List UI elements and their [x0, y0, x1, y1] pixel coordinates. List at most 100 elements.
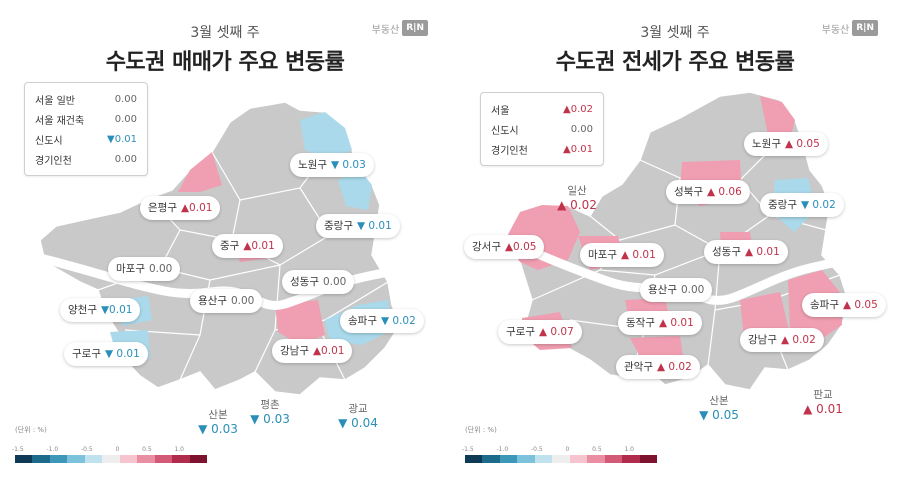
district-label-mapo: 마포구 0.00 — [108, 257, 181, 281]
legend-swatch — [534, 455, 553, 463]
legend-tick: -1.0 — [46, 446, 59, 453]
chart-title: 수도권 매매가 주요 변동률 — [105, 50, 345, 75]
summary-row: 신도시 ▼0.01 — [35, 129, 137, 149]
week-subtitle: 3월 셋째 주 — [640, 25, 710, 41]
brand-logo: 부동산 R|N — [372, 20, 428, 36]
legend-swatch — [172, 455, 190, 463]
legend-swatch — [32, 455, 50, 463]
summary-value: ▲0.01 — [563, 143, 593, 155]
region-jungnang — [338, 170, 372, 210]
legend-unit: (단위 : %) — [15, 425, 47, 434]
district-label-guro: 구로구 ▲ 0.07 — [498, 320, 582, 344]
region-nowon — [760, 96, 795, 140]
district-label-gwanak: 관악구 ▲ 0.02 — [616, 355, 700, 379]
legend-swatch — [482, 455, 500, 463]
region-eunpyeong — [178, 152, 222, 192]
legend-swatch — [67, 455, 85, 463]
legend-tick: 1.0 — [174, 446, 184, 453]
legend-ticks: -1.5 -1.0 -0.5 0 0.5 1.0 — [462, 446, 634, 453]
legend-swatch — [15, 455, 33, 463]
outer-label-pyeongchon: 평촌 ▼ 0.03 — [250, 399, 290, 426]
summary-label: 경기인천 — [35, 155, 72, 167]
chart-title: 수도권 전세가 주요 변동률 — [555, 50, 795, 75]
legend-bar — [15, 455, 207, 463]
legend-tick: -0.5 — [81, 446, 93, 453]
legend-tick: 0.5 — [592, 446, 602, 453]
district-label-yongsan: 용산구 0.00 — [640, 278, 713, 302]
legend-swatch — [552, 455, 570, 463]
district-label-jungnang: 중랑구 ▼ 0.02 — [760, 193, 844, 217]
legend-tick: -1.5 — [462, 446, 474, 453]
outer-label-sanbon: 산본 ▼ 0.05 — [699, 395, 739, 422]
outer-label-pangyo: 판교 ▲ 0.01 — [803, 389, 843, 416]
summary-value: ▼0.01 — [107, 133, 137, 145]
summary-label: 신도시 — [35, 135, 63, 147]
summary-label: 서울 일반 — [35, 95, 75, 107]
legend-swatch — [499, 455, 518, 463]
district-label-songpa: 송파구 ▲ 0.05 — [802, 293, 886, 317]
district-label-guro: 구로구 ▼ 0.01 — [64, 342, 148, 366]
outer-label-ilsan: 일산 ▲ 0.02 — [557, 185, 597, 212]
region-nowon — [300, 112, 352, 160]
week-subtitle: 3월 셋째 주 — [190, 25, 260, 41]
summary-label: 서울 재건축 — [35, 115, 85, 127]
district-label-songpa: 송파구 ▼ 0.02 — [340, 309, 424, 333]
district-label-seongdong: 성동구 0.00 — [282, 270, 355, 294]
district-label-nowon: 노원구 ▲ 0.05 — [744, 132, 828, 156]
legend-swatch — [154, 455, 173, 463]
district-label-nowon: 노원구 ▼ 0.03 — [290, 153, 374, 177]
legend-tick: -1.5 — [12, 446, 24, 453]
outer-label-sanbon: 산본 ▼ 0.03 — [198, 409, 238, 436]
legend-swatch — [49, 455, 68, 463]
legend-tick: -1.0 — [496, 446, 509, 453]
district-label-yangcheon: 양천구 ▼0.01 — [60, 298, 141, 322]
legend-swatch — [84, 455, 103, 463]
summary-row: 신도시 0.00 — [491, 119, 593, 139]
legend-swatch — [189, 455, 207, 463]
brand-text: 부동산 — [371, 24, 400, 36]
district-label-gangnam: 강남구 ▲ 0.02 — [740, 328, 824, 352]
legend-tick: 0 — [115, 446, 120, 453]
legend-swatch — [119, 455, 138, 463]
legend-swatch — [102, 455, 120, 463]
summary-row: 서울 ▲0.02 — [491, 99, 593, 119]
summary-value: 0.00 — [114, 93, 137, 105]
brand-mark: R|N — [402, 20, 428, 36]
outer-label-gwanggyo: 광교 ▼ 0.04 — [338, 403, 378, 430]
summary-value: 0.00 — [114, 153, 137, 165]
jeonse-price-panel: (단위 : %) 3월 셋째 주 수도권 전세가 주요 변동률 부동산 R|N 서… — [450, 0, 900, 480]
district-label-gangnam: 강남구 ▲0.01 — [272, 339, 353, 363]
district-label-seongbuk: 성북구 ▲ 0.06 — [666, 180, 750, 204]
legend-tick: 0 — [565, 446, 570, 453]
legend-tick: -0.5 — [531, 446, 543, 453]
district-label-mapo: 마포구 ▲ 0.01 — [580, 243, 664, 267]
summary-label: 서울 — [491, 105, 510, 117]
summary-label: 신도시 — [491, 125, 519, 137]
summary-label: 경기인천 — [491, 145, 528, 157]
summary-row: 경기인천 ▲0.01 — [491, 139, 593, 159]
district-label-seongdong: 성동구 ▲ 0.01 — [704, 240, 788, 264]
summary-value: 0.00 — [114, 113, 137, 125]
legend-swatch — [639, 455, 657, 463]
legend-swatch — [465, 455, 483, 463]
summary-value: 0.00 — [570, 123, 593, 135]
legend-swatch — [517, 455, 535, 463]
legend-swatch — [587, 455, 605, 463]
legend-unit: (단위 : %) — [465, 425, 497, 434]
brand-logo: 부동산 R|N — [822, 20, 878, 36]
legend-swatch — [569, 455, 588, 463]
district-label-jung: 중구 ▲0.01 — [212, 234, 283, 258]
legend-swatch — [137, 455, 155, 463]
brand-mark: R|N — [852, 20, 878, 36]
brand-text: 부동산 — [821, 24, 850, 36]
summary-value: ▲0.02 — [563, 103, 593, 115]
district-label-yongsan: 용산구 0.00 — [190, 289, 263, 313]
legend-swatch — [604, 455, 623, 463]
sale-price-panel: (단위 : %) 3월 셋째 주 수도권 매매가 주요 변동률 부동산 R|N 서… — [12, 20, 428, 463]
summary-row: 서울 일반 0.00 — [35, 89, 137, 109]
summary-box: 서울 일반 0.00 서울 재건축 0.00 신도시 ▼0.01 경기인천 0.00 — [24, 82, 148, 176]
legend-tick: 0.5 — [142, 446, 152, 453]
region-gangnam — [275, 300, 325, 345]
district-label-dongjak: 동작구 ▲ 0.01 — [618, 311, 702, 335]
district-label-eunpyeong: 은평구 ▲0.01 — [140, 196, 221, 220]
